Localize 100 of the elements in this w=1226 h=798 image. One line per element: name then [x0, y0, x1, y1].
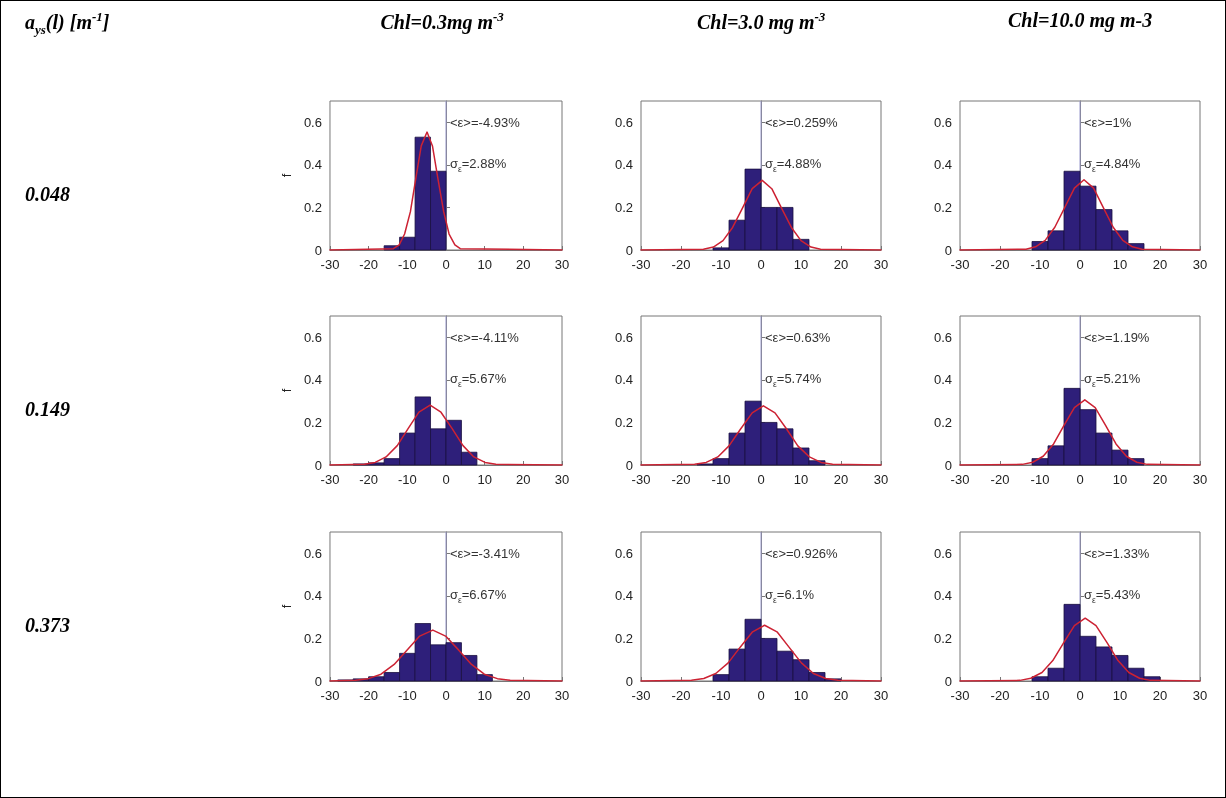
x-tick-label: -20: [990, 257, 1010, 272]
x-tick-label: 10: [477, 257, 492, 272]
x-tick-label: 20: [833, 257, 849, 272]
x-tick-label: 30: [1192, 472, 1208, 487]
x-tick-label: -30: [631, 257, 651, 272]
x-tick-label: 20: [516, 688, 531, 703]
y-tick-label: 0.2: [303, 199, 322, 215]
x-tick-label: 20: [833, 472, 849, 487]
text: 0.149: [25, 397, 70, 421]
x-tick-label: -10: [397, 257, 417, 272]
x-tick-label: 30: [873, 472, 889, 487]
annotation: σ$_{ε}$=5.43%: [1084, 586, 1141, 605]
x-tick-label: 20: [1152, 472, 1168, 487]
x-tick-label: -30: [950, 472, 970, 487]
annotation: σ$_{ε}$=5.21%: [1084, 370, 1141, 389]
annotation: <ε>=-4.11%: [449, 329, 519, 345]
annotation: <ε>=1%: [1084, 114, 1132, 130]
x-tick-label: 0: [1076, 688, 1084, 703]
y-tick-label: 0: [314, 673, 322, 689]
x-tick-label: 20: [833, 688, 849, 703]
x-tick-label: 10: [793, 472, 809, 487]
annotation: σ$_{ε}$=2.88%: [449, 155, 507, 174]
x-tick-label: 10: [477, 688, 492, 703]
x-tick-label: -30: [320, 257, 340, 272]
x-tick-label: 0: [757, 472, 765, 487]
annotation: σ$_{ε}$=5.67%: [449, 370, 507, 389]
x-tick-label: 20: [516, 472, 531, 487]
x-tick-label: -10: [711, 257, 731, 272]
y-tick-label: 0.4: [933, 372, 952, 388]
x-tick-label: -30: [950, 688, 970, 703]
x-tick-label: 0: [442, 257, 450, 272]
annotation: <ε>=1.33%: [1084, 545, 1150, 561]
text: 0.373: [25, 613, 70, 637]
x-tick-label: 10: [1112, 688, 1128, 703]
x-tick-label: 30: [554, 257, 570, 272]
x-tick-label: -30: [631, 688, 651, 703]
x-tick-label: -20: [990, 688, 1010, 703]
annotation: <ε>=0.926%: [765, 545, 838, 561]
x-tick-label: 20: [1152, 257, 1168, 272]
y-tick-label: 0.4: [933, 588, 952, 604]
y-tick-label: 0.4: [614, 372, 633, 388]
x-tick-label: -10: [397, 472, 417, 487]
annotation: <ε>=0.259%: [765, 114, 838, 130]
x-tick-label: -10: [1030, 257, 1050, 272]
y-tick-label: 0.6: [614, 114, 633, 130]
x-tick-label: 30: [554, 688, 570, 703]
x-tick-label: -20: [990, 472, 1010, 487]
y-tick-label: 0.2: [303, 630, 322, 646]
annotation: σ$_{ε}$=4.88%: [765, 155, 822, 174]
chart-title: Chl=3.0 mg m$^{-3}$: [697, 9, 826, 34]
x-tick-label: 0: [442, 688, 450, 703]
y-tick-label: 0.6: [933, 329, 952, 345]
y-tick-label: 0: [944, 242, 952, 258]
y-tick-label: 0.2: [933, 414, 952, 430]
y-tick-label: 0: [314, 242, 322, 258]
x-tick-label: -10: [711, 688, 731, 703]
x-tick-label: 30: [1192, 688, 1208, 703]
y-tick-label: 0.2: [933, 630, 952, 646]
y-tick-label: 0.6: [933, 114, 952, 130]
x-tick-label: 0: [757, 257, 765, 272]
x-tick-label: 10: [1112, 472, 1128, 487]
y-tick-label: 0.2: [933, 199, 952, 215]
annotation: σ$_{ε}$=4.84%: [1084, 155, 1141, 174]
y-tick-label: 0.2: [614, 630, 633, 646]
y-tick-label: 0.6: [303, 114, 322, 130]
x-tick-label: 20: [1152, 688, 1168, 703]
x-tick-label: -10: [1030, 688, 1050, 703]
x-tick-label: -10: [1030, 472, 1050, 487]
y-tick-label: 0.4: [614, 588, 633, 604]
x-tick-label: -10: [397, 688, 417, 703]
x-tick-label: -20: [359, 472, 379, 487]
annotation: <ε>=-3.41%: [449, 545, 520, 561]
y-tick-label: 0: [944, 457, 952, 473]
annotation: <ε>=0.63%: [765, 329, 831, 345]
x-tick-label: 10: [477, 472, 492, 487]
annotation: σ$_{ε}$=5.74%: [765, 370, 822, 389]
annotation: <ε>=-4.93%: [449, 114, 520, 130]
y-tick-label: 0: [944, 673, 952, 689]
x-tick-label: 0: [1076, 257, 1084, 272]
x-tick-label: 0: [1076, 472, 1084, 487]
x-tick-label: -10: [711, 472, 731, 487]
y-tick-label: 0: [625, 242, 633, 258]
y-tick-label: 0.2: [614, 414, 633, 430]
text: 0.048: [25, 182, 70, 206]
x-tick-label: 20: [516, 257, 531, 272]
y-tick-label: 0.6: [303, 545, 322, 561]
y-tick-label: 0.6: [303, 329, 322, 345]
x-tick-label: 30: [873, 257, 889, 272]
chart-title: Chl=10.0 mg m-3: [1008, 9, 1153, 32]
annotation: σ$_{ε}$=6.1%: [765, 586, 815, 605]
y-tick-label: 0.2: [303, 414, 322, 430]
annotation: σ$_{ε}$=6.67%: [449, 586, 507, 605]
y-tick-label: 0.2: [614, 199, 633, 215]
text: a$_{ys}$(l) [m$^{-1}$]: [25, 9, 110, 38]
x-tick-label: -20: [359, 688, 379, 703]
y-tick-label: 0.6: [614, 545, 633, 561]
y-axis-title: f: [279, 388, 294, 393]
x-tick-label: 0: [442, 472, 450, 487]
x-tick-label: -30: [950, 257, 970, 272]
y-tick-label: 0.4: [614, 157, 633, 173]
